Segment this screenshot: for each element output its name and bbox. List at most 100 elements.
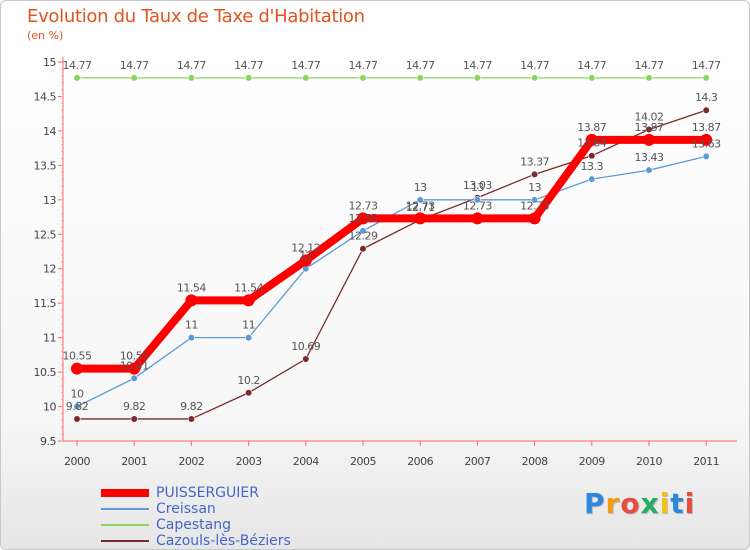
logo-letter: t (670, 487, 685, 520)
data-point (588, 175, 596, 183)
proxiti-logo: Proxiti (584, 487, 695, 520)
data-label: 12.29 (349, 230, 378, 243)
data-label: 13.87 (577, 121, 606, 134)
data-point (245, 74, 253, 82)
series-line-PUISSERGUIER (73, 135, 711, 373)
data-point (187, 334, 195, 342)
x-tick-label: 2007 (464, 455, 490, 468)
y-tick-label: 11.5 (34, 297, 57, 310)
data-point (473, 196, 482, 204)
data-point (357, 212, 369, 225)
data-point (645, 125, 653, 134)
legend-label: Cazouls-lès-Béziers (156, 533, 291, 549)
data-label: 10.41 (120, 359, 149, 372)
data-label: 12.73 (520, 199, 549, 212)
data-point (588, 152, 596, 160)
x-tick-label: 2008 (522, 455, 548, 468)
logo-letter: i (684, 487, 696, 520)
logo-letter: x (640, 487, 660, 520)
data-label: 14.77 (349, 59, 378, 72)
y-tick-label: 9.5 (40, 435, 56, 448)
y-tick-label: 12 (43, 263, 56, 276)
data-label: 12 (299, 250, 312, 263)
data-label: 14.3 (695, 91, 718, 104)
data-label: 14.77 (63, 59, 92, 72)
series-line-Cazouls-lès-Béziers (76, 109, 707, 420)
data-point (585, 133, 598, 146)
data-label: 14.77 (635, 59, 664, 72)
data-label: 14.77 (291, 59, 320, 72)
data-point (245, 389, 253, 397)
y-tick-label: 11 (43, 332, 56, 345)
data-label: 13.37 (520, 155, 549, 168)
data-label: 9.82 (66, 400, 89, 413)
y-tick-label: 14 (43, 125, 56, 138)
x-tick-label: 2003 (236, 455, 262, 468)
data-label: 9.82 (123, 400, 146, 413)
data-label: 13.87 (692, 121, 721, 134)
data-label: 10.55 (120, 350, 149, 363)
data-point (702, 74, 710, 82)
data-point (473, 74, 482, 82)
data-label: 11 (185, 319, 198, 332)
y-tick-label: 14.5 (34, 90, 57, 103)
data-point (414, 212, 427, 225)
data-label: 14.77 (463, 59, 492, 72)
legend-label: PUISSERGUIER (156, 485, 259, 501)
data-label: 14.77 (577, 59, 606, 72)
data-point (359, 74, 367, 82)
data-point (530, 74, 539, 82)
data-label: 12.71 (406, 201, 435, 214)
data-point (702, 106, 710, 114)
data-point (530, 196, 539, 204)
data-point (700, 133, 713, 146)
logo-letter: r (605, 487, 621, 520)
data-point (528, 212, 541, 225)
x-tick-label: 2006 (407, 455, 433, 468)
series-line-Creissan (76, 155, 707, 408)
data-point (71, 362, 83, 375)
data-label: 14.02 (635, 111, 664, 124)
data-label: 10.2 (237, 374, 260, 387)
y-tick-label: 13 (43, 194, 56, 207)
data-point (185, 294, 198, 307)
data-point (359, 227, 367, 235)
data-label: 12.55 (349, 212, 378, 225)
legend-swatch (101, 508, 149, 510)
data-label: 11.54 (177, 281, 206, 294)
data-label: 14.77 (234, 59, 263, 72)
data-point (73, 415, 81, 423)
data-label: 14.77 (692, 59, 721, 72)
data-label: 14.77 (406, 59, 435, 72)
data-point (302, 74, 310, 82)
data-label: 13 (414, 181, 427, 194)
logo-letter: i (659, 487, 671, 520)
data-label: 13.64 (577, 137, 606, 150)
data-label: 13.87 (635, 121, 664, 134)
data-label: 12.12 (291, 241, 320, 254)
data-point (530, 170, 539, 178)
data-label: 14.77 (520, 59, 549, 72)
y-tick-label: 10.5 (34, 366, 57, 379)
data-label: 13.43 (635, 151, 664, 164)
x-tick-label: 2011 (693, 455, 719, 468)
logo-letter: P (584, 487, 606, 520)
data-label: 10.55 (63, 350, 92, 363)
x-tick-label: 2005 (350, 455, 376, 468)
x-tick-label: 2004 (293, 455, 319, 468)
y-tick-label: 12.5 (34, 228, 57, 241)
data-point (130, 374, 138, 382)
data-point (187, 415, 195, 423)
chart-title: Evolution du Taux de Taxe d'Habitation (27, 6, 365, 27)
data-label: 13 (471, 181, 484, 194)
data-point (302, 355, 310, 363)
data-point (128, 362, 141, 375)
data-label: 11 (242, 319, 255, 332)
data-point (416, 74, 424, 82)
legend-swatch (101, 524, 149, 526)
data-label: 13.03 (463, 179, 492, 192)
data-point (643, 133, 655, 146)
data-label: 14.77 (120, 59, 149, 72)
